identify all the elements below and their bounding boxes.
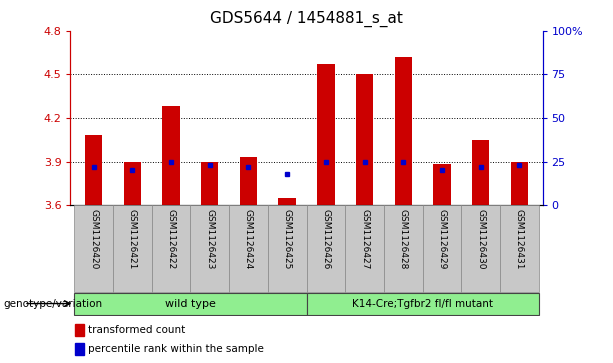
Bar <box>191 205 229 292</box>
Bar <box>306 293 539 315</box>
Text: GSM1126427: GSM1126427 <box>360 209 369 269</box>
Text: GSM1126425: GSM1126425 <box>283 209 292 269</box>
Bar <box>240 157 257 205</box>
Text: GSM1126421: GSM1126421 <box>128 209 137 269</box>
Bar <box>229 205 268 292</box>
Text: GSM1126422: GSM1126422 <box>167 209 175 269</box>
Bar <box>433 164 451 205</box>
Bar <box>162 106 180 205</box>
Bar <box>500 205 539 292</box>
Bar <box>395 57 412 205</box>
Bar <box>74 293 306 315</box>
Bar <box>75 324 84 336</box>
Bar <box>278 198 296 205</box>
Text: GSM1126426: GSM1126426 <box>321 209 330 269</box>
Bar <box>472 140 489 205</box>
Bar <box>511 162 528 205</box>
Bar <box>345 205 384 292</box>
Text: percentile rank within the sample: percentile rank within the sample <box>88 344 264 354</box>
Bar <box>85 135 102 205</box>
Text: GSM1126428: GSM1126428 <box>398 209 408 269</box>
Text: transformed count: transformed count <box>88 325 186 335</box>
Text: genotype/variation: genotype/variation <box>3 299 102 309</box>
Bar <box>306 205 345 292</box>
Text: GSM1126430: GSM1126430 <box>476 209 485 269</box>
Bar <box>124 162 141 205</box>
Text: GSM1126424: GSM1126424 <box>244 209 253 269</box>
Bar <box>384 205 422 292</box>
Bar <box>113 205 152 292</box>
Bar <box>201 162 218 205</box>
Bar <box>152 205 191 292</box>
Text: wild type: wild type <box>165 298 216 309</box>
Bar <box>461 205 500 292</box>
Text: GSM1126429: GSM1126429 <box>438 209 446 269</box>
Bar <box>356 74 373 205</box>
Text: GSM1126431: GSM1126431 <box>515 209 524 269</box>
Text: GSM1126423: GSM1126423 <box>205 209 215 269</box>
Text: GSM1126420: GSM1126420 <box>89 209 98 269</box>
Bar <box>75 343 84 355</box>
Text: GDS5644 / 1454881_s_at: GDS5644 / 1454881_s_at <box>210 11 403 27</box>
Text: K14-Cre;Tgfbr2 fl/fl mutant: K14-Cre;Tgfbr2 fl/fl mutant <box>352 298 493 309</box>
Bar <box>317 64 335 205</box>
Bar <box>268 205 306 292</box>
Bar <box>74 205 113 292</box>
Bar <box>422 205 461 292</box>
